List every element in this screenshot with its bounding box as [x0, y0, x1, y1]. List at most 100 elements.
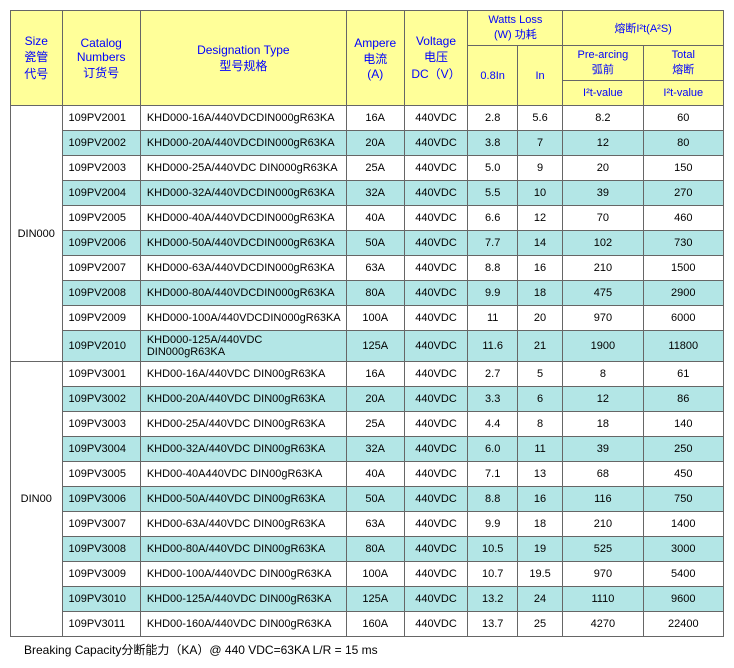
- catalog-cell: 109PV2006: [62, 231, 140, 256]
- ampere-cell: 40A: [346, 206, 404, 231]
- hdr-voltage: Voltage 电压 DC（V）: [404, 11, 468, 106]
- voltage-cell: 440VDC: [404, 487, 468, 512]
- total-cell: 150: [643, 156, 723, 181]
- watts-in-cell: 19: [517, 537, 562, 562]
- hdr-total-sub: I²t-value: [643, 81, 723, 106]
- table-row: 109PV3008KHD00-80A/440VDC DIN00gR63KA80A…: [11, 537, 724, 562]
- ampere-cell: 160A: [346, 612, 404, 637]
- voltage-cell: 440VDC: [404, 256, 468, 281]
- hdr-voltage-en: Voltage: [409, 34, 464, 48]
- designation-cell: KHD00-125A/440VDC DIN00gR63KA: [140, 587, 346, 612]
- table-header: Size 瓷管 代号 Catalog Numbers 订货号 Designati…: [11, 11, 724, 106]
- ampere-cell: 125A: [346, 331, 404, 362]
- ampere-cell: 40A: [346, 462, 404, 487]
- voltage-cell: 440VDC: [404, 462, 468, 487]
- table-row: 109PV3005KHD00-40A440VDC DIN00gR63KA40A4…: [11, 462, 724, 487]
- catalog-cell: 109PV3011: [62, 612, 140, 637]
- hdr-total-zh: 熔断: [648, 61, 719, 77]
- hdr-designation-en: Designation Type: [145, 43, 342, 57]
- watts-in-cell: 18: [517, 281, 562, 306]
- ampere-cell: 20A: [346, 387, 404, 412]
- voltage-cell: 440VDC: [404, 281, 468, 306]
- watts-08in-cell: 3.3: [468, 387, 517, 412]
- hdr-total: Total 熔断: [643, 46, 723, 81]
- prearcing-cell: 102: [563, 231, 643, 256]
- catalog-cell: 109PV2008: [62, 281, 140, 306]
- voltage-cell: 440VDC: [404, 387, 468, 412]
- hdr-designation: Designation Type 型号规格: [140, 11, 346, 106]
- watts-08in-cell: 9.9: [468, 281, 517, 306]
- hdr-watts-en: Watts Loss: [472, 14, 558, 26]
- watts-in-cell: 18: [517, 512, 562, 537]
- total-cell: 2900: [643, 281, 723, 306]
- total-cell: 270: [643, 181, 723, 206]
- catalog-cell: 109PV3003: [62, 412, 140, 437]
- hdr-size-zh1: 瓷管: [15, 48, 58, 65]
- table-row: 109PV3009KHD00-100A/440VDC DIN00gR63KA10…: [11, 562, 724, 587]
- hdr-watts: Watts Loss (W) 功耗: [468, 11, 563, 46]
- designation-cell: KHD00-40A440VDC DIN00gR63KA: [140, 462, 346, 487]
- catalog-cell: 109PV2009: [62, 306, 140, 331]
- designation-cell: KHD00-80A/440VDC DIN00gR63KA: [140, 537, 346, 562]
- designation-cell: KHD00-50A/440VDC DIN00gR63KA: [140, 487, 346, 512]
- watts-in-cell: 5.6: [517, 106, 562, 131]
- watts-in-cell: 5: [517, 362, 562, 387]
- watts-in-cell: 12: [517, 206, 562, 231]
- prearcing-cell: 8: [563, 362, 643, 387]
- prearcing-cell: 20: [563, 156, 643, 181]
- size-cell: DIN000: [11, 106, 63, 362]
- catalog-cell: 109PV3008: [62, 537, 140, 562]
- catalog-cell: 109PV3002: [62, 387, 140, 412]
- hdr-designation-zh: 型号规格: [145, 57, 342, 74]
- watts-in-cell: 25: [517, 612, 562, 637]
- designation-cell: KHD000-80A/440VDCDIN000gR63KA: [140, 281, 346, 306]
- watts-08in-cell: 8.8: [468, 487, 517, 512]
- prearcing-cell: 525: [563, 537, 643, 562]
- ampere-cell: 50A: [346, 231, 404, 256]
- size-cell: DIN00: [11, 362, 63, 637]
- voltage-cell: 440VDC: [404, 362, 468, 387]
- hdr-watts-in: In: [517, 46, 562, 106]
- table-body: DIN000109PV2001KHD000-16A/440VDCDIN000gR…: [11, 106, 724, 637]
- table-row: 109PV2008KHD000-80A/440VDCDIN000gR63KA80…: [11, 281, 724, 306]
- total-cell: 80: [643, 131, 723, 156]
- total-cell: 250: [643, 437, 723, 462]
- watts-08in-cell: 11.6: [468, 331, 517, 362]
- watts-in-cell: 14: [517, 231, 562, 256]
- watts-08in-cell: 10.7: [468, 562, 517, 587]
- ampere-cell: 100A: [346, 562, 404, 587]
- catalog-cell: 109PV2001: [62, 106, 140, 131]
- designation-cell: KHD00-20A/440VDC DIN00gR63KA: [140, 387, 346, 412]
- watts-in-cell: 16: [517, 487, 562, 512]
- designation-cell: KHD000-20A/440VDCDIN000gR63KA: [140, 131, 346, 156]
- total-cell: 1500: [643, 256, 723, 281]
- hdr-size: Size 瓷管 代号: [11, 11, 63, 106]
- table-row: 109PV2006KHD000-50A/440VDCDIN000gR63KA50…: [11, 231, 724, 256]
- ampere-cell: 16A: [346, 362, 404, 387]
- catalog-cell: 109PV3005: [62, 462, 140, 487]
- catalog-cell: 109PV3001: [62, 362, 140, 387]
- table-row: 109PV2009KHD000-100A/440VDCDIN000gR63KA1…: [11, 306, 724, 331]
- total-cell: 86: [643, 387, 723, 412]
- catalog-cell: 109PV3010: [62, 587, 140, 612]
- table-row: DIN000109PV2001KHD000-16A/440VDCDIN000gR…: [11, 106, 724, 131]
- hdr-watts-08in: 0.8In: [468, 46, 517, 106]
- spec-table: Size 瓷管 代号 Catalog Numbers 订货号 Designati…: [10, 10, 724, 637]
- voltage-cell: 440VDC: [404, 331, 468, 362]
- hdr-total-en: Total: [648, 49, 719, 61]
- total-cell: 11800: [643, 331, 723, 362]
- designation-cell: KHD000-25A/440VDC DIN000gR63KA: [140, 156, 346, 181]
- prearcing-cell: 210: [563, 256, 643, 281]
- total-cell: 61: [643, 362, 723, 387]
- ampere-cell: 16A: [346, 106, 404, 131]
- prearcing-cell: 116: [563, 487, 643, 512]
- voltage-cell: 440VDC: [404, 512, 468, 537]
- total-cell: 9600: [643, 587, 723, 612]
- watts-08in-cell: 2.8: [468, 106, 517, 131]
- catalog-cell: 109PV2004: [62, 181, 140, 206]
- hdr-ampere: Ampere 电流 (A): [346, 11, 404, 106]
- voltage-cell: 440VDC: [404, 181, 468, 206]
- table-row: 109PV3011KHD00-160A/440VDC DIN00gR63KA16…: [11, 612, 724, 637]
- voltage-cell: 440VDC: [404, 412, 468, 437]
- catalog-cell: 109PV3006: [62, 487, 140, 512]
